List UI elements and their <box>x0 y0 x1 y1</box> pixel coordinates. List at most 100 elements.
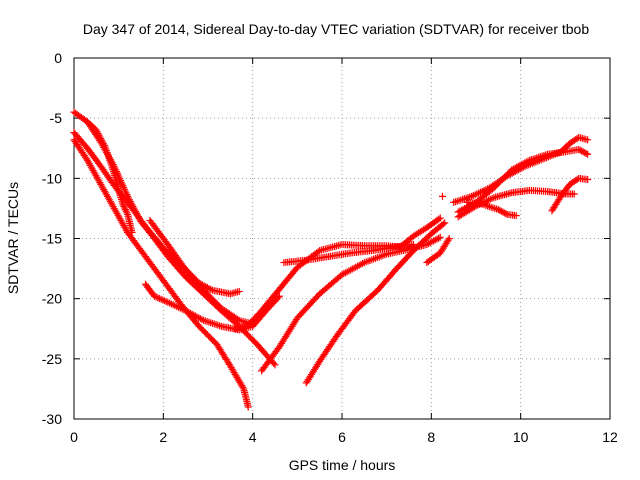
data-point <box>150 292 158 300</box>
data-point <box>216 322 224 330</box>
x-tick-label: 4 <box>249 429 257 445</box>
data-point <box>450 198 458 206</box>
series-track-12 <box>450 133 592 206</box>
grid <box>74 58 610 419</box>
data-point <box>160 297 168 305</box>
x-tick-label: 12 <box>602 429 618 445</box>
data-points <box>70 108 592 411</box>
series-track-9 <box>302 219 449 387</box>
data-point <box>584 150 592 158</box>
x-tick-label: 0 <box>70 429 78 445</box>
series-track-4 <box>83 118 136 236</box>
data-point <box>487 203 495 211</box>
axis-ticks: 0 2 4 6 8 10 12 0 -5 -10 -15 -20 -25 -30 <box>42 50 618 445</box>
data-point <box>234 315 242 323</box>
data-point <box>576 146 584 154</box>
data-point <box>502 210 510 218</box>
data-point <box>445 235 453 242</box>
data-point <box>441 219 449 227</box>
data-point <box>128 228 136 236</box>
data-point <box>435 234 443 242</box>
data-point <box>157 295 165 303</box>
y-tick-label: -25 <box>42 351 62 367</box>
data-point <box>500 209 508 217</box>
series-isolated <box>439 192 446 200</box>
data-point <box>207 285 215 293</box>
data-point <box>198 315 206 323</box>
data-point <box>123 209 131 217</box>
data-point <box>121 206 129 214</box>
data-point <box>122 207 130 215</box>
series-track-13 <box>454 186 578 221</box>
data-point <box>239 383 247 391</box>
data-point <box>455 197 463 205</box>
series-track-10 <box>280 241 417 267</box>
data-point <box>208 319 216 327</box>
data-point <box>154 294 162 302</box>
series-track-8 <box>258 233 444 375</box>
data-point <box>494 206 502 214</box>
data-point <box>152 293 160 301</box>
x-tick-label: 10 <box>513 429 529 445</box>
data-point <box>435 215 443 223</box>
data-point <box>409 241 417 249</box>
series-track-15 <box>454 145 592 216</box>
data-point <box>210 320 218 328</box>
data-point <box>155 295 163 303</box>
data-point <box>497 207 505 215</box>
data-point <box>121 204 129 212</box>
data-point <box>453 197 461 205</box>
data-point <box>579 148 587 156</box>
data-point <box>207 319 215 327</box>
data-point <box>119 201 127 209</box>
data-point <box>512 212 520 220</box>
y-axis-label: SDTVAR / TECUs <box>5 182 21 294</box>
data-point <box>578 147 586 155</box>
x-tick-label: 2 <box>159 429 167 445</box>
x-axis-label: GPS time / hours <box>289 457 396 473</box>
data-point <box>489 204 497 212</box>
data-point <box>581 149 589 157</box>
data-point <box>214 321 222 329</box>
series-track-16 <box>548 174 592 215</box>
data-point <box>496 206 504 214</box>
data-point <box>524 157 532 165</box>
data-point <box>120 202 128 210</box>
data-point <box>100 141 108 149</box>
data-point <box>439 220 447 228</box>
data-point <box>584 136 592 144</box>
data-point <box>212 321 220 329</box>
y-tick-label: -30 <box>42 411 62 427</box>
y-tick-label: -20 <box>42 291 62 307</box>
data-point <box>444 236 452 244</box>
series-track-11 <box>423 235 453 267</box>
data-point <box>314 248 322 256</box>
data-point <box>570 190 578 198</box>
data-point <box>205 318 213 326</box>
x-tick-label: 8 <box>427 429 435 445</box>
y-tick-label: -15 <box>42 231 62 247</box>
data-point <box>451 198 459 206</box>
data-point <box>436 233 444 241</box>
data-point <box>162 298 170 306</box>
data-point <box>439 192 446 200</box>
series-track-7 <box>231 214 444 333</box>
data-point <box>244 403 252 411</box>
data-point <box>575 145 583 153</box>
y-tick-label: 0 <box>54 50 62 66</box>
y-tick-label: -5 <box>50 110 63 126</box>
y-tick-label: -10 <box>42 170 62 186</box>
data-point <box>457 196 465 204</box>
data-point <box>270 359 278 367</box>
data-point <box>275 292 283 300</box>
data-point <box>582 149 590 157</box>
series-track-6 <box>146 216 257 328</box>
data-point <box>235 287 243 295</box>
data-point <box>499 208 507 216</box>
data-point <box>271 361 279 369</box>
data-point <box>359 259 367 267</box>
data-point <box>584 176 592 184</box>
data-point <box>436 214 444 222</box>
x-tick-label: 6 <box>338 429 346 445</box>
